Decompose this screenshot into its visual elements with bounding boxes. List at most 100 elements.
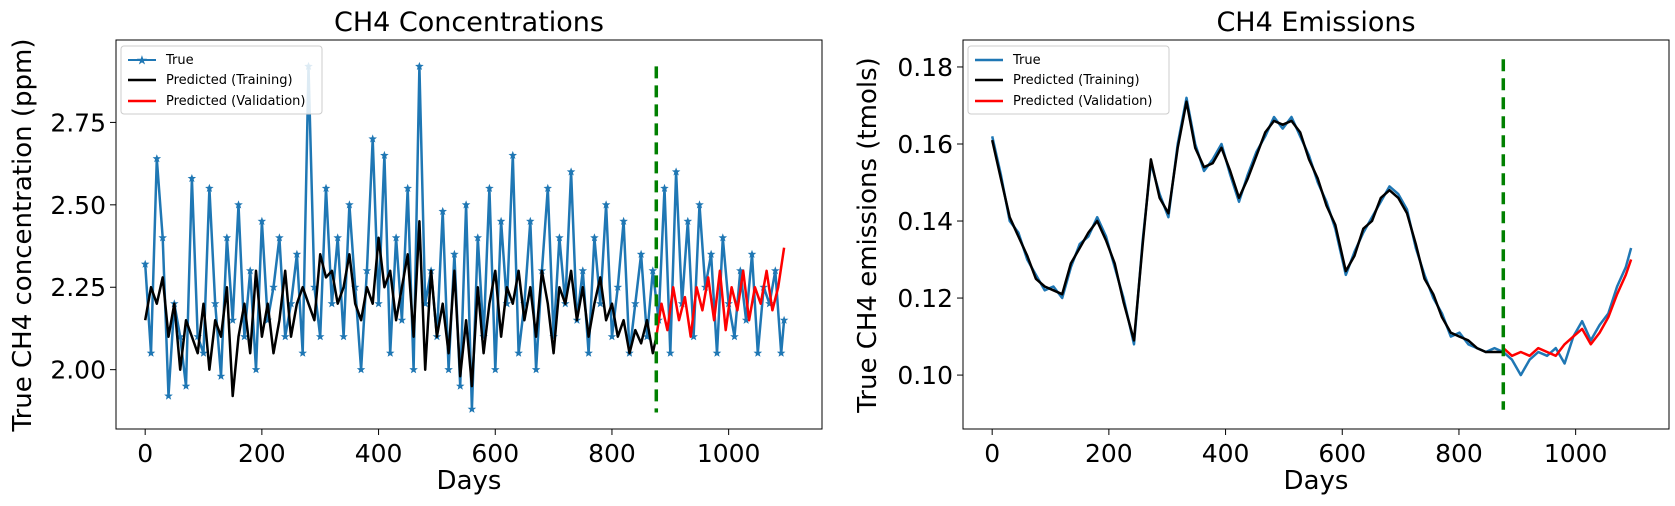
data-point-star	[747, 249, 757, 258]
data-point-star	[566, 167, 576, 176]
y-tick-label: 2.00	[50, 356, 106, 385]
series-line-predicted-training	[990, 100, 1504, 354]
data-point-star	[240, 332, 249, 341]
x-tick-label: 400	[1202, 439, 1250, 468]
data-point-star	[228, 315, 237, 324]
y-tick-label: 0.10	[897, 361, 953, 390]
x-tick-label: 800	[1435, 439, 1483, 468]
data-point-star	[397, 315, 407, 324]
data-point-star	[210, 299, 220, 308]
x-tick-label: 1000	[1544, 439, 1608, 468]
data-point-star	[730, 332, 739, 341]
data-point-star	[467, 404, 477, 413]
data-point-star	[269, 282, 278, 291]
data-point-star	[666, 348, 675, 357]
legend-label-training: Predicted (Training)	[1013, 73, 1140, 88]
data-point-star	[327, 299, 337, 308]
data-point-star	[362, 266, 372, 275]
data-point-star	[718, 233, 728, 242]
data-point-star	[175, 332, 185, 341]
series-line-predicted-training	[143, 220, 658, 398]
data-point-star	[526, 216, 535, 225]
chart-ch4-emissions: CH4 Emissions 0 200 400 600 800 10000.100.120…	[853, 7, 1670, 496]
x-tick-label: 1000	[697, 439, 761, 468]
data-point-star	[339, 332, 348, 341]
data-point-star	[613, 282, 623, 291]
data-point-star	[496, 216, 506, 225]
data-point-star	[380, 150, 389, 159]
series-line-predicted-validation	[655, 247, 786, 338]
data-point-star	[345, 200, 354, 209]
legend: True Predicted (Training) Predicted (Val…	[967, 45, 1170, 115]
series-lines	[990, 59, 1633, 410]
y-tick-label: 2.50	[50, 191, 106, 220]
data-point-star	[333, 233, 342, 242]
legend-label-training: Predicted (Training)	[166, 73, 293, 88]
data-point-star	[607, 332, 617, 341]
data-point-star	[286, 299, 296, 308]
data-point-star	[706, 249, 716, 258]
data-point-star	[642, 332, 652, 341]
y-tick-label: 0.18	[897, 53, 953, 82]
data-point-star	[776, 348, 786, 357]
data-point-star	[216, 371, 226, 380]
y-tick-label: 2.25	[50, 273, 106, 302]
data-point-star	[584, 348, 593, 357]
data-point-star	[275, 233, 284, 242]
data-point-star	[648, 266, 658, 275]
data-point-star	[251, 365, 261, 374]
legend-label-validation: Predicted (Validation)	[166, 94, 306, 109]
data-point-star	[181, 381, 191, 390]
legend-label-true: True	[1012, 53, 1041, 68]
chart-title: CH4 Concentrations	[334, 7, 604, 38]
data-point-star	[520, 299, 529, 308]
data-point-star	[205, 183, 214, 192]
data-point-star	[164, 391, 173, 400]
x-tick-label: 600	[1318, 439, 1366, 468]
data-point-star	[543, 183, 552, 192]
data-point-star	[741, 315, 751, 324]
data-point-star	[514, 348, 523, 357]
data-point-star	[438, 206, 447, 216]
legend-label-true: True	[165, 53, 194, 68]
x-tick-label: 600	[471, 439, 519, 468]
series-line-true	[143, 65, 786, 411]
data-point-star	[222, 233, 232, 242]
data-point-star	[321, 183, 331, 192]
data-point-star	[158, 233, 167, 242]
data-point-star	[671, 167, 681, 176]
x-axis-label: Days	[1284, 466, 1349, 496]
data-point-star	[555, 233, 564, 242]
legend-label-validation: Predicted (Validation)	[1013, 94, 1153, 109]
data-point-star	[683, 216, 693, 225]
data-point-star	[391, 233, 401, 242]
data-point-star	[631, 299, 640, 308]
chart-title: CH4 Emissions	[1216, 7, 1415, 38]
data-point-star	[753, 348, 763, 357]
data-point-star	[636, 249, 646, 258]
data-point-star	[596, 299, 605, 308]
data-point-star	[485, 183, 494, 192]
data-point-star	[502, 299, 512, 308]
data-point-star	[461, 200, 471, 209]
data-point-star	[403, 183, 412, 192]
y-tick-label: 2.75	[50, 108, 106, 137]
data-point-star	[736, 266, 745, 275]
data-point-star	[374, 299, 383, 308]
data-point-star	[199, 348, 208, 357]
y-axis-label: True CH4 concentration (ppm)	[8, 39, 38, 433]
y-tick-label: 0.12	[897, 284, 953, 313]
data-point-star	[280, 332, 290, 341]
data-point-star	[409, 365, 418, 374]
y-tick-label: 0.14	[897, 207, 953, 236]
series-lines	[140, 61, 789, 413]
data-point-star	[350, 282, 360, 291]
data-point-star	[234, 200, 243, 209]
data-point-star	[473, 233, 482, 242]
data-point-star	[677, 299, 687, 308]
x-tick-label: 400	[355, 439, 403, 468]
data-point-star	[421, 299, 430, 308]
x-tick-label: 800	[588, 439, 636, 468]
data-point-star	[140, 259, 150, 268]
